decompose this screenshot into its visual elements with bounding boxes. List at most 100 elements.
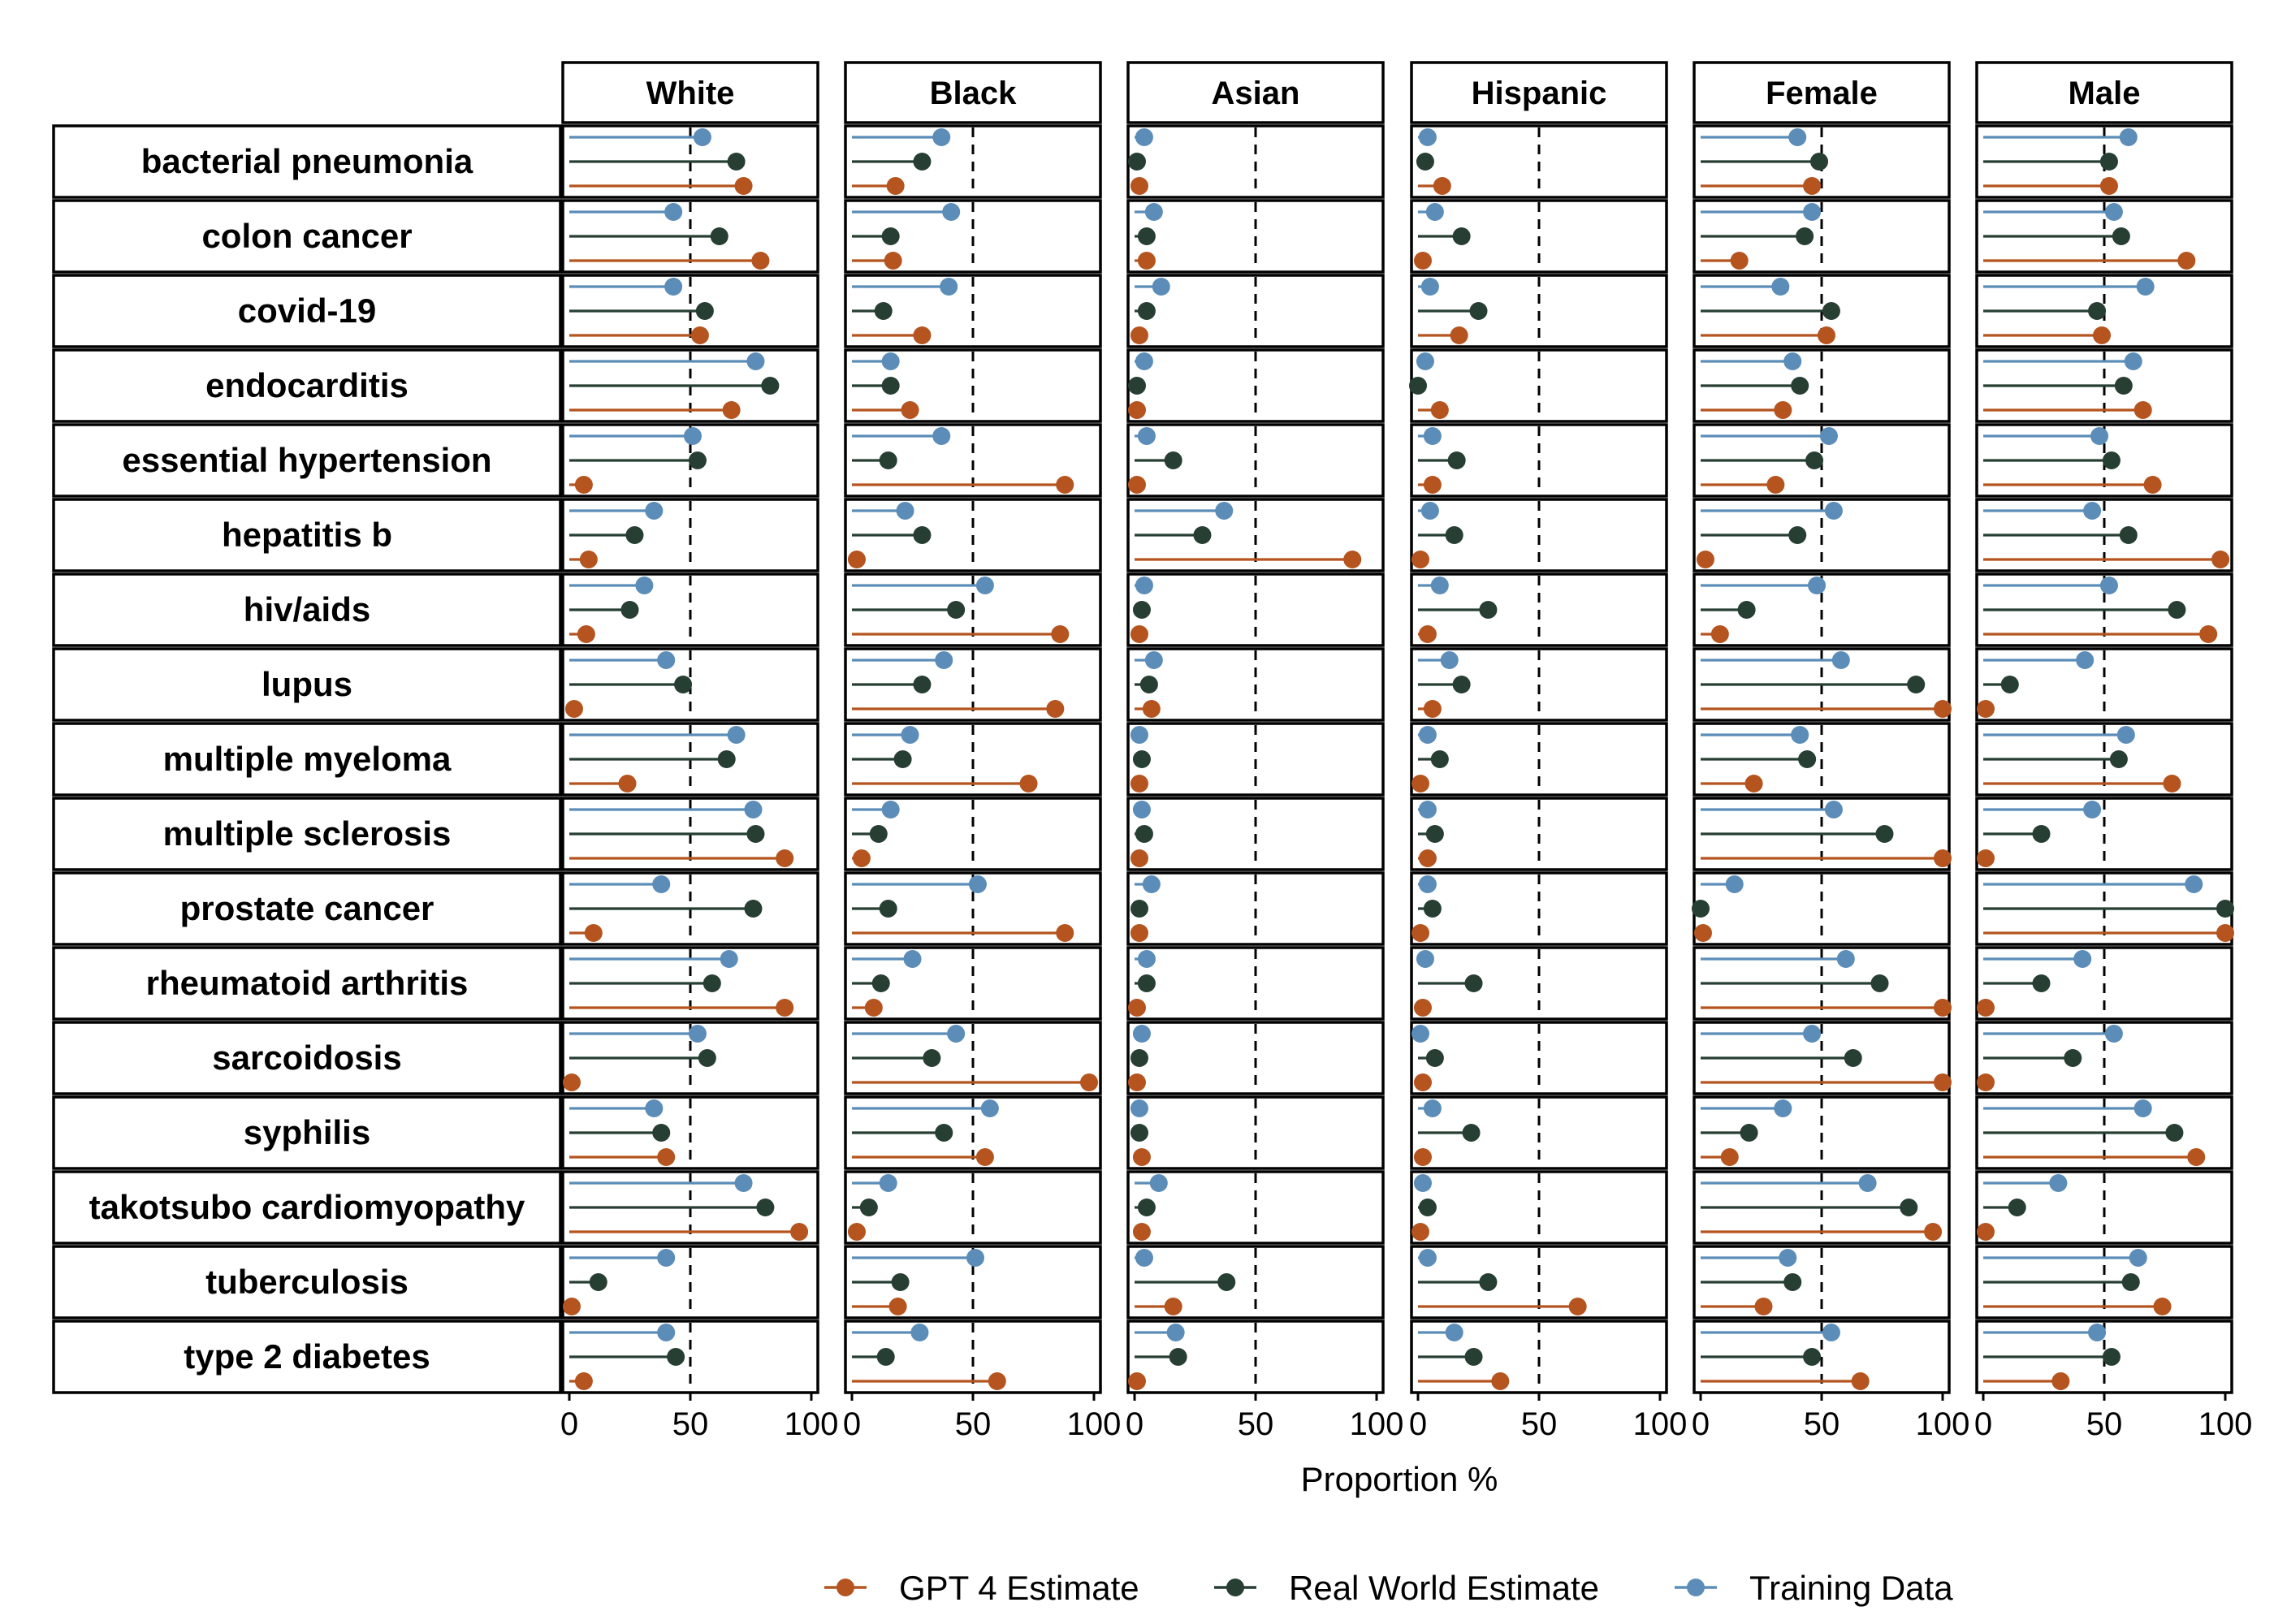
- point-real-world-estimate: [746, 825, 765, 843]
- cell-asian-essential-hypertension: [1126, 423, 1385, 498]
- point-gpt-4-estimate: [2051, 1372, 2070, 1390]
- point-real-world-estimate: [2000, 676, 2019, 693]
- cell-black-lupus: [844, 647, 1102, 722]
- point-gpt-4-estimate: [577, 625, 595, 643]
- legend-label: GPT 4 Estimate: [899, 1569, 1139, 1607]
- point-training-data: [1416, 352, 1434, 370]
- point-real-world-estimate: [1193, 526, 1212, 544]
- cell-white-takotsubo-cardiomyopathy: [561, 1170, 819, 1245]
- point-real-world-estimate: [1464, 1348, 1483, 1366]
- cell-asian-rheumatoid-arthritis: [1126, 946, 1385, 1021]
- cell-black-multiple-sclerosis: [844, 797, 1102, 871]
- point-training-data: [935, 651, 953, 669]
- point-training-data: [635, 577, 654, 594]
- point-training-data: [1803, 203, 1822, 221]
- row-label-box-hepatitis-b: [52, 498, 562, 572]
- point-real-world-estimate: [1132, 750, 1151, 768]
- cell-female-bacterial-pneumonia: [1693, 124, 1951, 199]
- point-gpt-4-estimate: [790, 1223, 809, 1241]
- cell-male-multiple-sclerosis: [1975, 797, 2233, 871]
- point-real-world-estimate: [589, 1273, 607, 1291]
- point-training-data: [2124, 352, 2142, 370]
- point-training-data: [1413, 1174, 1432, 1192]
- point-training-data: [746, 352, 765, 370]
- point-training-data: [1425, 203, 1444, 221]
- cell-asian-multiple-sclerosis: [1126, 797, 1385, 871]
- point-gpt-4-estimate: [884, 252, 902, 270]
- point-training-data: [1416, 950, 1434, 968]
- panel-black: Black: [844, 61, 1102, 1394]
- cell-asian-hiv-aids: [1126, 572, 1385, 647]
- point-training-data: [1418, 726, 1437, 744]
- cell-black-rheumatoid-arthritis: [844, 946, 1102, 1021]
- legend-item-training-data: Training Data: [1675, 1569, 1953, 1607]
- cell-white-sarcoidosis: [561, 1021, 819, 1095]
- cell-black-takotsubo-cardiomyopathy: [844, 1170, 1102, 1245]
- point-gpt-4-estimate: [690, 326, 709, 344]
- cell-hispanic-sarcoidosis: [1410, 1021, 1668, 1095]
- strip-hispanic: [1410, 61, 1668, 124]
- point-real-world-estimate: [935, 1124, 953, 1142]
- point-training-data: [1824, 801, 1843, 818]
- point-training-data: [1779, 1249, 1797, 1267]
- point-gpt-4-estimate: [657, 1148, 676, 1166]
- point-gpt-4-estimate: [1744, 775, 1763, 793]
- point-gpt-4-estimate: [1130, 775, 1148, 793]
- x-axes: 0 50 100 0 50 100 0 50 100 0 50 100 0 50 100 0 50 100: [560, 1393, 2252, 1442]
- cell-male-hiv-aids: [1975, 572, 2233, 647]
- row-label-box-lupus: [52, 647, 562, 722]
- cell-hispanic-syphilis: [1410, 1095, 1668, 1170]
- point-training-data: [1771, 278, 1790, 296]
- point-real-world-estimate: [876, 1348, 895, 1366]
- point-gpt-4-estimate: [1051, 625, 1070, 643]
- point-training-data: [1420, 278, 1439, 296]
- point-real-world-estimate: [1462, 1124, 1481, 1142]
- point-training-data: [2090, 427, 2109, 445]
- point-training-data: [1418, 875, 1437, 893]
- point-training-data: [645, 502, 664, 520]
- point-gpt-4-estimate: [888, 1298, 907, 1315]
- legend: GPT 4 Estimate Real World Estimate Trainin…: [824, 1569, 1953, 1607]
- point-training-data: [2104, 1025, 2123, 1043]
- point-training-data: [2049, 1174, 2068, 1192]
- x-tick-label: 100: [1067, 1406, 1122, 1442]
- point-real-world-estimate: [2112, 227, 2130, 245]
- cell-asian-covid-19: [1126, 274, 1385, 348]
- point-training-data: [664, 278, 683, 296]
- point-training-data: [980, 1099, 999, 1117]
- panel-asian: Asian: [1126, 61, 1385, 1394]
- point-gpt-4-estimate: [1130, 177, 1148, 195]
- cell-female-multiple-myeloma: [1693, 722, 1951, 797]
- point-real-world-estimate: [1217, 1273, 1236, 1291]
- point-gpt-4-estimate: [1130, 924, 1148, 942]
- cell-hispanic-type-2-diabetes: [1410, 1320, 1668, 1394]
- cell-white-endocarditis: [561, 348, 819, 423]
- point-gpt-4-estimate: [1934, 999, 1952, 1017]
- row-label-sarcoidosis: sarcoidosis: [212, 1039, 401, 1077]
- point-real-world-estimate: [2099, 153, 2118, 171]
- point-real-world-estimate: [1844, 1049, 1862, 1067]
- cell-white-lupus: [561, 647, 819, 722]
- point-gpt-4-estimate: [1423, 476, 1442, 494]
- point-training-data: [1142, 875, 1161, 893]
- point-gpt-4-estimate: [1019, 775, 1038, 793]
- point-training-data: [645, 1099, 664, 1117]
- point-real-world-estimate: [1430, 750, 1449, 768]
- point-gpt-4-estimate: [1754, 1298, 1773, 1315]
- point-real-world-estimate: [1692, 900, 1710, 918]
- point-training-data: [910, 1324, 929, 1341]
- row-label-essential-hypertension: essential hypertension: [122, 441, 491, 479]
- row-label-box-sarcoidosis: [52, 1021, 562, 1095]
- point-training-data: [932, 427, 951, 445]
- point-real-world-estimate: [1137, 302, 1156, 320]
- cell-asian-colon-cancer: [1126, 199, 1385, 274]
- x-tick-label: 100: [785, 1406, 839, 1442]
- point-training-data: [1725, 875, 1744, 893]
- point-training-data: [1149, 1174, 1168, 1192]
- cell-male-multiple-myeloma: [1975, 722, 2233, 797]
- row-label-hiv-aids: hiv/aids: [244, 590, 370, 628]
- point-gpt-4-estimate: [562, 1298, 581, 1315]
- point-training-data: [2076, 651, 2095, 669]
- cell-hispanic-rheumatoid-arthritis: [1410, 946, 1668, 1021]
- cell-hispanic-endocarditis: [1409, 348, 1668, 423]
